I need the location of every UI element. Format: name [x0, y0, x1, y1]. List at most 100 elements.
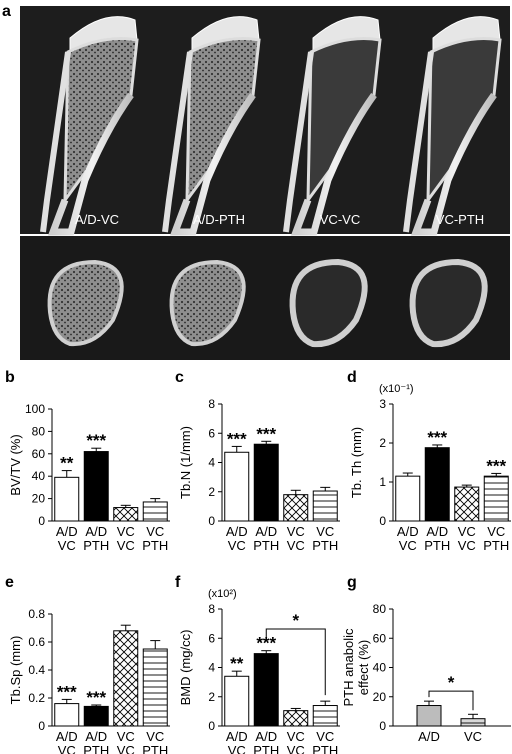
bar	[283, 494, 309, 522]
y-tick-label: 6	[208, 426, 215, 440]
significance-stars: ***	[86, 431, 106, 450]
comparison-star: *	[292, 611, 299, 630]
category-label: VC	[146, 524, 164, 539]
cross-section-image-3	[289, 258, 368, 348]
cross-section-image-2	[169, 259, 246, 347]
bar	[483, 475, 509, 522]
y-tick-label: 0.2	[28, 691, 45, 705]
significance-stars: ***	[256, 634, 276, 653]
category-label: VC	[117, 524, 135, 539]
category-label: VC	[117, 729, 135, 744]
category-label: VC	[228, 743, 246, 754]
y-axis-label: Tb.N (1/mm)	[178, 426, 193, 499]
y-tick-label: 0.8	[28, 607, 45, 621]
category-label: A/D	[426, 524, 448, 539]
category-label: VC	[458, 524, 476, 539]
category-label: VC	[58, 743, 76, 754]
cortex-shape	[283, 51, 314, 233]
category-label: VC	[464, 729, 482, 744]
significance-stars: ***	[427, 428, 447, 447]
category-label: VC	[146, 729, 164, 744]
category-label: A/D	[255, 524, 277, 539]
category-label: PTH	[253, 743, 279, 754]
tibia-image-4	[403, 16, 502, 236]
comparison-bracket	[428, 690, 474, 711]
shaft-shape	[290, 92, 377, 236]
bar	[424, 447, 450, 522]
y-tick-label: 40	[32, 469, 46, 483]
category-label: A/D	[397, 524, 419, 539]
y-tick-label: 80	[32, 424, 46, 438]
category-label: PTH	[483, 538, 509, 553]
sample-label: VC-PTH	[436, 212, 484, 227]
panel-label: e	[5, 574, 14, 591]
category-label: PTH	[312, 743, 338, 754]
tibia-image-3	[283, 16, 382, 236]
category-label: VC	[287, 524, 305, 539]
axis-multiplier: (x10⁻¹)	[379, 383, 414, 395]
bar	[142, 501, 168, 522]
significance-stars: ***	[256, 424, 276, 443]
y-axis-label: PTH anaboliceffect (%)	[341, 628, 371, 707]
category-label: PTH	[142, 743, 168, 754]
panel-label: c	[175, 369, 184, 386]
category-label: VC	[287, 729, 305, 744]
shaft-shape	[410, 92, 497, 236]
category-label: VC	[117, 743, 135, 754]
category-label: PTH	[142, 538, 168, 553]
bar	[253, 653, 279, 727]
category-label: PTH	[312, 538, 338, 553]
significance-stars: ***	[227, 429, 247, 448]
comparison-star: *	[448, 673, 455, 692]
panel-label: g	[347, 574, 357, 591]
y-axis-label-line: PTH anabolic	[341, 628, 356, 707]
y-tick-label: 80	[373, 602, 387, 616]
panel-label: b	[5, 369, 15, 386]
cross-section-shape	[409, 258, 488, 348]
bar	[142, 648, 168, 727]
sample-label: A/D-VC	[75, 212, 119, 227]
cross-section-shape	[169, 259, 246, 347]
shaft-shape	[169, 92, 256, 236]
bar	[83, 705, 109, 727]
bar	[454, 486, 480, 522]
y-tick-label: 6	[208, 631, 215, 645]
category-label: A/D	[85, 524, 107, 539]
y-tick-label: 4	[208, 456, 215, 470]
significance-stars: ***	[57, 682, 77, 701]
bar	[54, 703, 80, 727]
bar	[312, 490, 338, 522]
significance-stars: ***	[486, 456, 506, 475]
cortex-shape	[403, 51, 434, 233]
y-tick-label: 1	[379, 475, 386, 489]
category-label: VC	[58, 538, 76, 553]
y-tick-label: 0	[208, 719, 215, 733]
panel-label: f	[175, 574, 181, 591]
category-label: VC	[117, 538, 135, 553]
y-tick-label: 2	[208, 690, 215, 704]
cortex-shape	[40, 51, 71, 233]
cross-section-image-1	[47, 259, 124, 347]
bar	[113, 507, 139, 522]
significance-stars: **	[60, 454, 74, 473]
shaft-shape	[47, 92, 134, 236]
category-label: VC	[228, 538, 246, 553]
y-axis-label: Tb. Th (mm)	[349, 427, 364, 498]
y-tick-label: 0	[379, 514, 386, 528]
y-tick-label: 8	[208, 602, 215, 616]
category-label: A/D	[226, 729, 248, 744]
y-tick-label: 0	[38, 719, 45, 733]
y-tick-label: 0	[38, 514, 45, 528]
sample-label: A/D-PTH	[193, 212, 245, 227]
cross-section-image-4	[409, 258, 488, 348]
bar	[312, 705, 338, 727]
category-label: VC	[399, 538, 417, 553]
cross-section-shape	[47, 259, 124, 347]
significance-stars: ***	[86, 688, 106, 707]
panel-label: d	[347, 369, 357, 386]
cortex-shape	[162, 51, 193, 233]
